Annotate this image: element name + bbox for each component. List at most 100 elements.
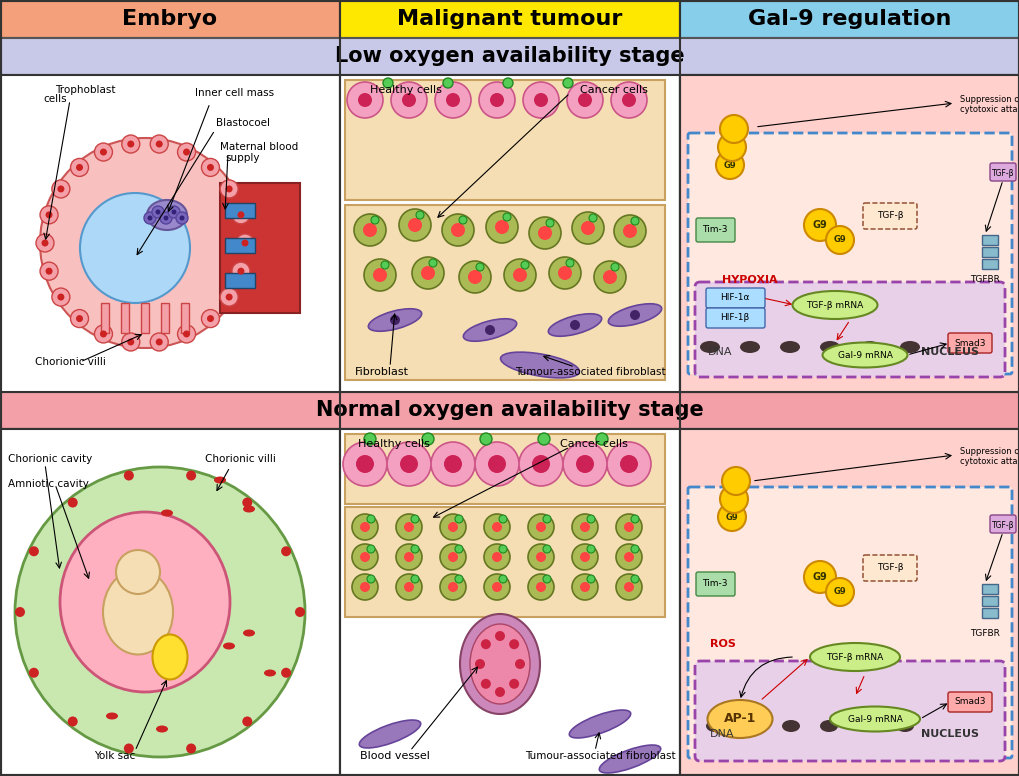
- Circle shape: [586, 515, 594, 523]
- Circle shape: [445, 93, 460, 107]
- Circle shape: [485, 211, 518, 243]
- Circle shape: [182, 148, 190, 155]
- Circle shape: [454, 545, 463, 553]
- Circle shape: [95, 143, 112, 161]
- Circle shape: [542, 575, 550, 583]
- Circle shape: [580, 522, 589, 532]
- Circle shape: [421, 266, 434, 280]
- Text: G9: G9: [722, 161, 736, 169]
- Circle shape: [281, 546, 290, 556]
- Circle shape: [623, 224, 637, 238]
- Circle shape: [225, 293, 232, 300]
- Circle shape: [382, 78, 392, 88]
- Circle shape: [631, 217, 638, 225]
- Bar: [225, 203, 255, 218]
- Circle shape: [67, 497, 77, 508]
- Circle shape: [475, 659, 484, 669]
- Circle shape: [367, 515, 375, 523]
- Bar: [981, 596, 997, 606]
- Ellipse shape: [705, 720, 723, 732]
- Bar: [121, 303, 128, 333]
- Circle shape: [237, 268, 245, 275]
- Bar: [680, 0, 1019, 38]
- Circle shape: [416, 211, 424, 219]
- Circle shape: [411, 575, 419, 583]
- Circle shape: [70, 310, 89, 327]
- Circle shape: [163, 216, 168, 220]
- Circle shape: [610, 82, 646, 118]
- Circle shape: [364, 259, 395, 291]
- Circle shape: [429, 259, 436, 267]
- Text: Healthy cells: Healthy cells: [358, 439, 429, 449]
- Ellipse shape: [463, 319, 517, 341]
- Ellipse shape: [470, 624, 530, 704]
- Bar: [101, 303, 109, 333]
- Text: HIF-1α: HIF-1α: [719, 293, 749, 303]
- Circle shape: [281, 667, 290, 677]
- Text: cytotoxic attack: cytotoxic attack: [959, 106, 1019, 115]
- Ellipse shape: [792, 291, 876, 319]
- Circle shape: [404, 552, 414, 562]
- Circle shape: [52, 180, 70, 198]
- Text: TGFBR: TGFBR: [969, 275, 999, 285]
- Circle shape: [613, 215, 645, 247]
- Circle shape: [491, 552, 501, 562]
- Bar: [141, 303, 149, 333]
- Circle shape: [567, 82, 602, 118]
- Text: AP-1: AP-1: [723, 712, 755, 726]
- Circle shape: [439, 574, 466, 600]
- Circle shape: [235, 234, 254, 252]
- FancyBboxPatch shape: [989, 163, 1015, 181]
- Ellipse shape: [500, 352, 579, 378]
- Circle shape: [121, 333, 140, 351]
- Circle shape: [624, 582, 634, 592]
- Text: G9: G9: [727, 494, 740, 504]
- Circle shape: [352, 574, 378, 600]
- Circle shape: [202, 158, 219, 176]
- Circle shape: [186, 470, 196, 480]
- Circle shape: [100, 331, 107, 338]
- Circle shape: [562, 78, 573, 88]
- Circle shape: [615, 574, 641, 600]
- Ellipse shape: [780, 341, 799, 353]
- Ellipse shape: [103, 570, 173, 654]
- Text: Blastocoel: Blastocoel: [216, 118, 270, 128]
- Ellipse shape: [106, 712, 118, 719]
- Text: G9: G9: [812, 220, 826, 230]
- Circle shape: [439, 544, 466, 570]
- Circle shape: [717, 503, 745, 531]
- Circle shape: [494, 687, 504, 697]
- Circle shape: [620, 455, 637, 473]
- Circle shape: [484, 544, 510, 570]
- Circle shape: [220, 288, 237, 306]
- Text: Suppression of: Suppression of: [959, 446, 1019, 456]
- Bar: [161, 303, 169, 333]
- Circle shape: [721, 467, 749, 495]
- Text: TGFBR: TGFBR: [969, 629, 999, 639]
- Circle shape: [395, 574, 422, 600]
- Text: Trophoblast: Trophoblast: [55, 85, 115, 95]
- Circle shape: [412, 257, 443, 289]
- Circle shape: [144, 212, 156, 224]
- Ellipse shape: [899, 341, 919, 353]
- Bar: [339, 429, 680, 776]
- Circle shape: [243, 497, 252, 508]
- Circle shape: [528, 514, 553, 540]
- FancyBboxPatch shape: [695, 218, 735, 242]
- Text: NUCLEUS: NUCLEUS: [920, 729, 978, 739]
- Circle shape: [160, 212, 172, 224]
- Circle shape: [381, 261, 388, 269]
- Circle shape: [352, 514, 378, 540]
- Bar: [0, 75, 339, 392]
- Ellipse shape: [214, 476, 226, 483]
- Circle shape: [580, 582, 589, 592]
- Text: Tumour-associated fibroblast: Tumour-associated fibroblast: [525, 751, 675, 761]
- Text: Chorionic villi: Chorionic villi: [205, 454, 275, 464]
- Bar: [981, 608, 997, 618]
- Circle shape: [494, 220, 508, 234]
- Circle shape: [534, 93, 547, 107]
- Circle shape: [535, 552, 545, 562]
- Circle shape: [566, 259, 574, 267]
- Text: Low oxygen availability stage: Low oxygen availability stage: [335, 47, 684, 67]
- Ellipse shape: [156, 726, 168, 733]
